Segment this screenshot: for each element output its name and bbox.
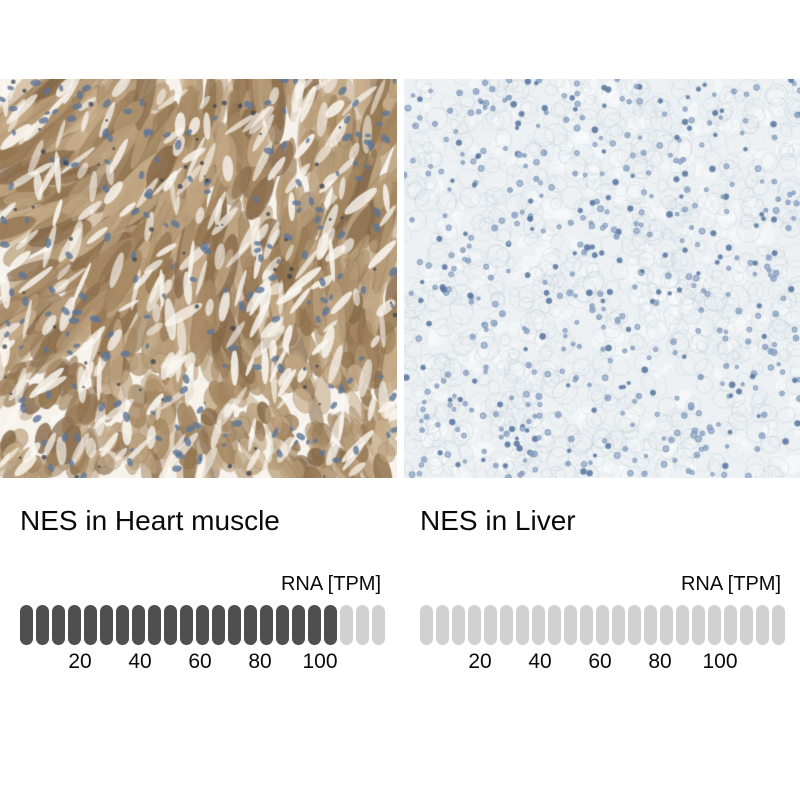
- rna-expression-chart-liver: RNA [TPM] 20 40 60 80 100: [420, 574, 785, 675]
- rna-tpm-axis-label: RNA [TPM]: [680, 573, 781, 595]
- rna-tpm-segment: [436, 605, 449, 645]
- rna-tpm-segment: [468, 605, 481, 645]
- rna-tpm-segment: [84, 605, 97, 645]
- axis-tick-label: 60: [588, 650, 612, 673]
- rna-tpm-segment: [292, 605, 305, 645]
- rna-tpm-segment: [276, 605, 289, 645]
- rna-tpm-segment: [356, 605, 369, 645]
- rna-tpm-segment: [756, 605, 769, 645]
- rna-tpm-segment: [452, 605, 465, 645]
- rna-tpm-segment: [132, 605, 145, 645]
- axis-tick-label: 40: [128, 650, 152, 673]
- rna-tpm-segment: [500, 605, 513, 645]
- rna-tpm-segment: [372, 605, 385, 645]
- rna-tpm-segment: [580, 605, 593, 645]
- rna-tpm-segment: [196, 605, 209, 645]
- rna-tpm-segment: [36, 605, 49, 645]
- rna-tpm-segment: [484, 605, 497, 645]
- axis-tick-label: 20: [468, 650, 492, 673]
- rna-tpm-segment: [52, 605, 65, 645]
- rna-tpm-segment: [148, 605, 161, 645]
- caption-heart-muscle: NES in Heart muscle: [20, 505, 280, 536]
- axis-tick-label: 20: [68, 650, 92, 673]
- rna-tpm-axis-ticks-heart: 20 40 60 80 100: [20, 651, 385, 675]
- rna-tpm-segment: [644, 605, 657, 645]
- rna-tpm-segment: [244, 605, 257, 645]
- rna-tpm-segment: [68, 605, 81, 645]
- rna-tpm-segment: [772, 605, 785, 645]
- rna-tpm-segment: [100, 605, 113, 645]
- axis-tick-label: 100: [302, 650, 338, 673]
- rna-tpm-segment: [612, 605, 625, 645]
- rna-tpm-segment: [692, 605, 705, 645]
- axis-tick-label: 100: [702, 650, 738, 673]
- ihc-liver-image: [404, 79, 800, 478]
- rna-tpm-segment: [564, 605, 577, 645]
- rna-tpm-segment: [724, 605, 737, 645]
- rna-tpm-segment: [308, 605, 321, 645]
- axis-tick-label: 80: [248, 650, 272, 673]
- rna-tpm-segment: [180, 605, 193, 645]
- axis-tick-label: 80: [648, 650, 672, 673]
- rna-tpm-bar-heart: [20, 605, 385, 645]
- rna-tpm-segment: [164, 605, 177, 645]
- rna-tpm-segment: [628, 605, 641, 645]
- rna-tpm-segment: [548, 605, 561, 645]
- rna-tpm-segment: [516, 605, 529, 645]
- axis-tick-label: 60: [188, 650, 212, 673]
- axis-tick-label: 40: [528, 650, 552, 673]
- rna-tpm-segment: [116, 605, 129, 645]
- rna-tpm-bar-liver: [420, 605, 785, 645]
- rna-tpm-segment: [740, 605, 753, 645]
- ihc-heart-muscle-image: [0, 79, 397, 478]
- rna-expression-chart-heart: RNA [TPM] 20 40 60 80 100: [20, 574, 385, 675]
- rna-tpm-segment: [20, 605, 33, 645]
- rna-tpm-segment: [324, 605, 337, 645]
- rna-tpm-segment: [260, 605, 273, 645]
- rna-tpm-segment: [596, 605, 609, 645]
- rna-tpm-segment: [212, 605, 225, 645]
- rna-tpm-segment: [228, 605, 241, 645]
- rna-tpm-segment: [676, 605, 689, 645]
- rna-tpm-segment: [532, 605, 545, 645]
- rna-tpm-segment: [420, 605, 433, 645]
- rna-tpm-segment: [340, 605, 353, 645]
- rna-tpm-segment: [708, 605, 721, 645]
- rna-tpm-axis-ticks-liver: 20 40 60 80 100: [420, 651, 785, 675]
- caption-liver: NES in Liver: [420, 505, 576, 536]
- rna-tpm-axis-label: RNA [TPM]: [280, 573, 381, 595]
- rna-tpm-segment: [660, 605, 673, 645]
